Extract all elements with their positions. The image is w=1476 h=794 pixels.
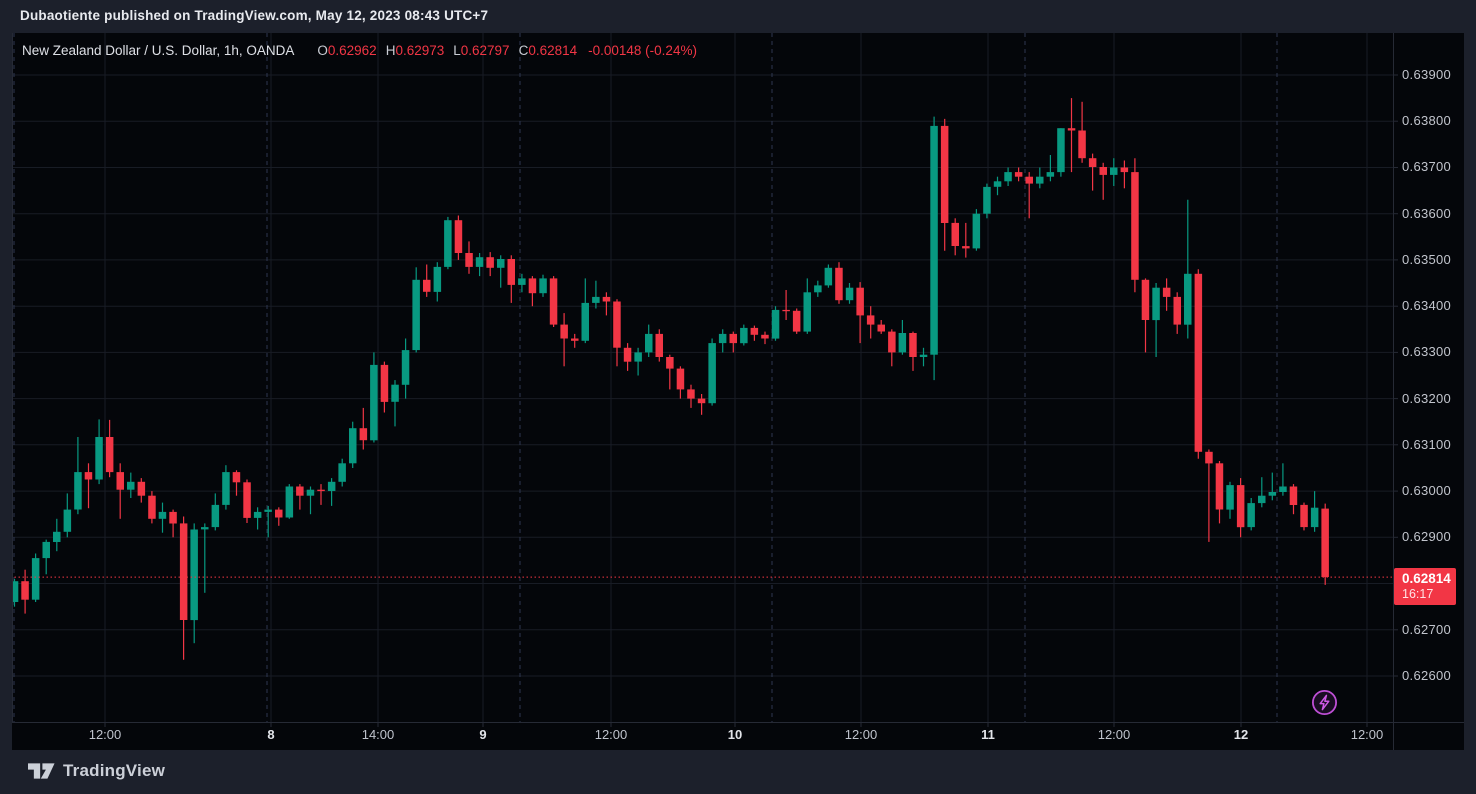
- last-price-value: 0.62814: [1402, 571, 1451, 586]
- price-tick-label: 0.63000: [1402, 483, 1452, 498]
- price-tick-label: 0.63700: [1402, 159, 1452, 174]
- ohlc-open-label: O: [317, 43, 328, 58]
- price-tick-label: 0.63500: [1402, 252, 1452, 267]
- tradingview-logo[interactable]: TradingView: [28, 761, 165, 781]
- change-value: -0.00148 (-0.24%): [588, 43, 697, 58]
- ohlc-open-value: 0.62962: [327, 43, 377, 58]
- tradingview-logo-text: TradingView: [63, 761, 166, 780]
- ohlc-close-value: 0.62814: [528, 43, 578, 58]
- price-tick-label: 0.62900: [1402, 529, 1452, 544]
- chart-widget[interactable]: [12, 33, 1464, 750]
- time-tick-label: 12:00: [844, 727, 878, 742]
- tradingview-logo-icon: [28, 763, 55, 779]
- price-tick-label: 0.63300: [1402, 344, 1452, 359]
- ohlc-low-value: 0.62797: [460, 43, 510, 58]
- bar-countdown: 16:17: [1402, 587, 1434, 601]
- ohlc-low-label: L: [453, 43, 461, 58]
- ohlc-high-value: 0.62973: [395, 43, 445, 58]
- ohlc-high-label: H: [385, 43, 396, 58]
- symbol-title: New Zealand Dollar / U.S. Dollar, 1h, OA…: [22, 43, 295, 58]
- flash-icon[interactable]: [1310, 688, 1339, 717]
- price-tick-label: 0.62700: [1402, 622, 1452, 637]
- time-tick-label: 12:00: [1350, 727, 1384, 742]
- publish-bar: Dubaotiente published on TradingView.com…: [0, 0, 1476, 33]
- price-tick-label: 0.63800: [1402, 113, 1452, 128]
- time-tick-label: 10: [727, 727, 743, 742]
- ohlc-close-label: C: [518, 43, 529, 58]
- time-tick-label: 14:00: [361, 727, 395, 742]
- last-price-label: 0.62814 16:17: [1394, 568, 1456, 605]
- time-tick-label: 12:00: [594, 727, 628, 742]
- time-tick-label: 11: [981, 727, 995, 742]
- time-tick-label: 9: [479, 727, 487, 742]
- time-tick-label: 8: [267, 727, 275, 742]
- time-tick-label: 12: [1233, 727, 1249, 742]
- price-tick-label: 0.63200: [1402, 391, 1452, 406]
- footer-bar: TradingView: [0, 750, 1476, 794]
- time-tick-label: 12:00: [1097, 727, 1131, 742]
- price-tick-label: 0.62600: [1402, 668, 1452, 683]
- price-tick-label: 0.63900: [1402, 67, 1452, 82]
- time-tick-label: 12:00: [88, 727, 122, 742]
- price-tick-label: 0.63400: [1402, 298, 1452, 313]
- price-tick-label: 0.63600: [1402, 206, 1452, 221]
- symbol-legend: New Zealand Dollar / U.S. Dollar, 1h, OA…: [22, 43, 697, 58]
- price-tick-label: 0.63100: [1402, 437, 1452, 452]
- publish-text: Dubaotiente published on TradingView.com…: [20, 8, 489, 23]
